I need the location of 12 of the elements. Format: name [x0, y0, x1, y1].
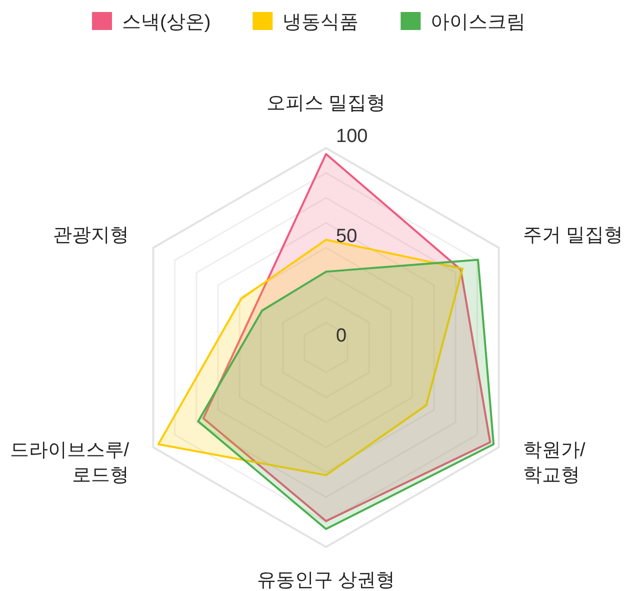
spoke-label: 학원가/ 학교형 — [522, 440, 586, 486]
y-tick-label: 100 — [336, 126, 368, 147]
y-tick-label: 0 — [336, 326, 347, 346]
legend-label: 아이스크림 — [430, 12, 526, 33]
spoke-label: 오피스 밀집형 — [266, 93, 386, 114]
spoke-label: 유동인구 상권형 — [256, 570, 396, 591]
y-tick-label: 50 — [336, 226, 358, 247]
spoke-label: 주거 밀집형 — [522, 224, 624, 246]
spoke-label: 관광지형 — [53, 224, 130, 246]
spoke-label: 드라이브스루/ 로드형 — [10, 440, 130, 486]
legend-label: 냉동식품 — [282, 12, 359, 33]
legend-label: 스낵(상온) — [122, 12, 211, 33]
